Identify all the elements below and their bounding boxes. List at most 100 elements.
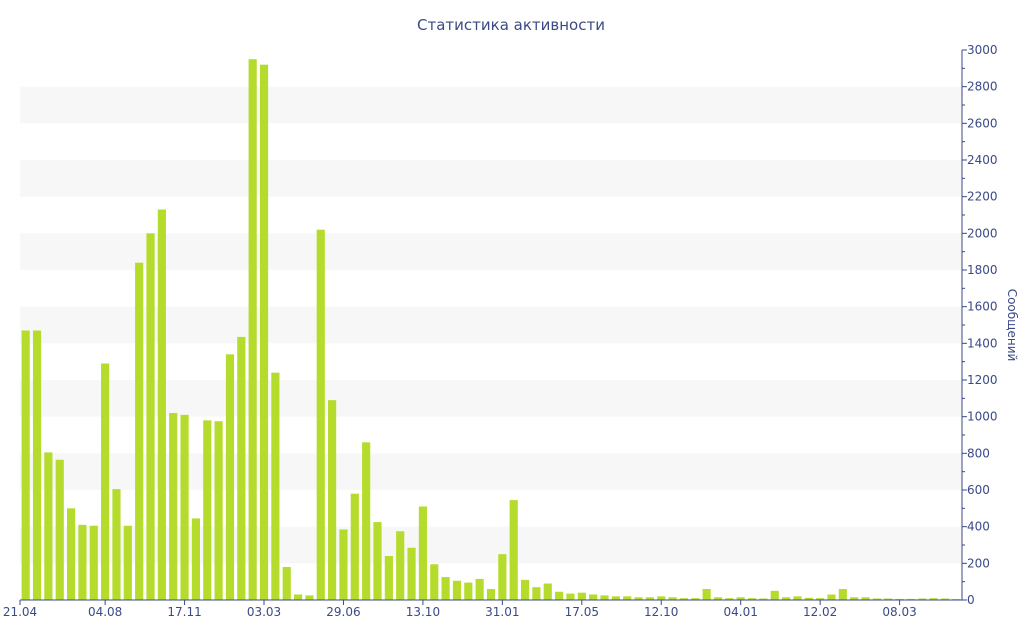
y-tick-label: 2000: [967, 226, 998, 240]
y-tick-label: 600: [967, 483, 990, 497]
bar[interactable]: [214, 421, 223, 600]
bar[interactable]: [373, 522, 382, 600]
bar[interactable]: [691, 598, 700, 600]
bar[interactable]: [191, 518, 200, 600]
bar[interactable]: [532, 587, 541, 600]
bar[interactable]: [407, 547, 416, 600]
bar[interactable]: [66, 508, 76, 600]
bar[interactable]: [180, 414, 189, 600]
bar[interactable]: [259, 64, 269, 601]
bar[interactable]: [44, 452, 53, 600]
bar[interactable]: [452, 580, 462, 600]
bar[interactable]: [248, 59, 257, 601]
bar[interactable]: [725, 598, 734, 600]
bar[interactable]: [112, 489, 121, 600]
bar[interactable]: [237, 336, 246, 600]
bar[interactable]: [827, 594, 836, 601]
bar[interactable]: [123, 525, 132, 600]
bar[interactable]: [747, 598, 757, 600]
bar[interactable]: [577, 592, 586, 600]
bar[interactable]: [645, 597, 654, 600]
bar[interactable]: [713, 597, 723, 600]
y-tick-label: 2200: [967, 190, 998, 204]
bar[interactable]: [350, 493, 359, 600]
bar[interactable]: [316, 229, 325, 601]
y-tick-label: 1200: [967, 373, 998, 387]
y-tick-label: 2600: [967, 116, 998, 130]
y-axis-title: Сообщений: [1005, 289, 1019, 362]
bar[interactable]: [850, 597, 859, 600]
bar[interactable]: [759, 598, 768, 600]
bar[interactable]: [21, 330, 30, 601]
bar[interactable]: [135, 262, 144, 600]
grid-band: [20, 306, 962, 344]
bar[interactable]: [293, 594, 303, 601]
bar[interactable]: [430, 564, 439, 600]
bar[interactable]: [396, 531, 405, 600]
bar[interactable]: [589, 594, 598, 601]
bar[interactable]: [55, 459, 64, 600]
bar[interactable]: [906, 598, 916, 600]
x-axis-ticks: 21.04 04.08 17.11 03.03 29.06 13.10 31.01 17.05…: [3, 600, 917, 619]
bar[interactable]: [838, 589, 847, 600]
bar[interactable]: [339, 529, 348, 600]
bar[interactable]: [600, 595, 609, 600]
bar[interactable]: [271, 372, 280, 600]
bar[interactable]: [634, 597, 643, 600]
bar[interactable]: [475, 578, 484, 600]
bar[interactable]: [498, 554, 507, 600]
bar[interactable]: [895, 598, 904, 600]
bar[interactable]: [884, 598, 893, 600]
bar[interactable]: [520, 579, 530, 600]
bar[interactable]: [89, 525, 98, 600]
bar[interactable]: [157, 209, 166, 601]
bar[interactable]: [782, 597, 791, 600]
bar[interactable]: [793, 596, 802, 600]
bar[interactable]: [78, 524, 87, 600]
bar[interactable]: [770, 590, 779, 600]
y-tick-label: 2800: [967, 80, 998, 94]
x-tick-label: 31.01: [485, 605, 519, 619]
y-tick-label: 1600: [967, 300, 998, 314]
bar[interactable]: [702, 589, 711, 600]
bar[interactable]: [623, 596, 632, 600]
y-tick-label: 2400: [967, 153, 998, 167]
bar[interactable]: [146, 233, 155, 600]
bar[interactable]: [32, 330, 42, 601]
bar[interactable]: [679, 598, 689, 600]
bar[interactable]: [872, 598, 881, 600]
bar[interactable]: [918, 598, 927, 600]
bar[interactable]: [464, 582, 473, 600]
bar[interactable]: [225, 354, 235, 600]
bar[interactable]: [657, 596, 666, 600]
bar[interactable]: [566, 593, 575, 600]
bar[interactable]: [509, 500, 518, 600]
bar[interactable]: [384, 556, 393, 600]
bar[interactable]: [203, 420, 212, 600]
bar[interactable]: [362, 442, 371, 600]
bar[interactable]: [101, 363, 110, 601]
bar[interactable]: [816, 598, 825, 600]
bar[interactable]: [611, 596, 620, 600]
y-tick-label: 1800: [967, 263, 998, 277]
bar[interactable]: [555, 591, 564, 600]
bar[interactable]: [929, 598, 938, 600]
bars-group: [21, 59, 961, 601]
y-tick-label: 1000: [967, 410, 998, 424]
bar[interactable]: [328, 400, 337, 600]
x-tick-label: 29.06: [326, 605, 360, 619]
bar[interactable]: [418, 506, 427, 601]
bar[interactable]: [804, 597, 813, 600]
bar[interactable]: [543, 583, 552, 601]
bar[interactable]: [861, 597, 870, 600]
bar[interactable]: [282, 567, 291, 600]
bar[interactable]: [441, 577, 450, 600]
bar[interactable]: [940, 598, 950, 600]
bar[interactable]: [668, 597, 677, 600]
bar[interactable]: [736, 597, 745, 600]
bar[interactable]: [305, 595, 314, 600]
x-tick-label: 12.10: [644, 605, 678, 619]
bar[interactable]: [169, 413, 178, 600]
bar[interactable]: [486, 589, 496, 600]
